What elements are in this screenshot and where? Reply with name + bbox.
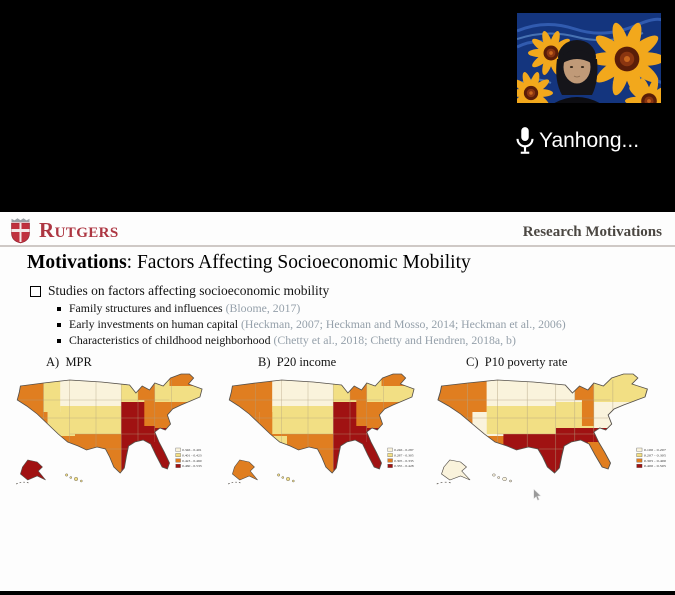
webcam-tile[interactable] [517, 13, 661, 103]
map-label: B) P20 income [258, 355, 337, 369]
svg-text:0.423 - 0.460: 0.423 - 0.460 [182, 459, 202, 463]
header-divider [0, 245, 675, 247]
map-label: C) P10 poverty rate [466, 355, 568, 369]
main-bullet-text: Studies on factors affecting socioeconom… [48, 283, 330, 298]
hollow-square-bullet-icon [30, 285, 41, 297]
sub-bullet-text: Family structures and influences [69, 301, 223, 315]
presentation-slide: Rutgers Research Motivations Motivations… [0, 212, 675, 591]
map-label: A) MPR [46, 355, 92, 369]
rutgers-shield-icon [11, 218, 30, 244]
us-choropleth-map-p20-income: 0.246 - 0.287 0.287 - 0.305 0.305 - 0.33… [228, 373, 415, 485]
alaska-shape [232, 459, 258, 481]
sub-bullet-text: Early investments on human capital [69, 317, 239, 331]
svg-text:0.460 - 0.533: 0.460 - 0.533 [182, 464, 202, 468]
svg-text:0.100 - 0.207: 0.100 - 0.207 [644, 448, 666, 452]
hawaii-shape [492, 473, 512, 483]
svg-text:0.207 - 0.305: 0.207 - 0.305 [644, 454, 666, 458]
main-bullet: Studies on factors affecting socioeconom… [30, 283, 329, 299]
slide-title-rest: : Factors Affecting Socioeconomic Mobili… [126, 252, 471, 273]
active-speaker-label: Yanhong... [512, 122, 675, 160]
svg-text:0.346 - 0.401: 0.346 - 0.401 [182, 448, 202, 452]
speaker-name: Yanhong... [539, 129, 640, 152]
alaska-shape [441, 459, 471, 481]
sub-bullet: Family structures and influences (Bloome… [57, 301, 300, 316]
map-legend: 0.246 - 0.287 0.287 - 0.305 0.305 - 0.33… [387, 447, 414, 468]
rutgers-logo: Rutgers [8, 217, 119, 244]
microphone-icon [516, 127, 534, 154]
citation: (Heckman, 2007; Heckman and Mosso, 2014;… [241, 317, 566, 331]
svg-text:0.305 - 0.400: 0.305 - 0.400 [644, 459, 666, 463]
slide-title: Motivations: Factors Affecting Socioecon… [27, 252, 471, 274]
map-legend: 0.100 - 0.207 0.207 - 0.305 0.305 - 0.40… [636, 447, 666, 468]
svg-text:0.246 - 0.287: 0.246 - 0.287 [394, 448, 414, 452]
svg-text:0.335 - 0.428: 0.335 - 0.428 [394, 464, 414, 468]
rutgers-wordmark: Rutgers [39, 218, 119, 242]
svg-text:0.305 - 0.335: 0.305 - 0.335 [394, 459, 414, 463]
slide-section-title: Research Motivations [522, 224, 662, 240]
square-bullet-icon [57, 306, 61, 311]
svg-text:0.287 - 0.305: 0.287 - 0.305 [394, 453, 414, 457]
us-choropleth-map-mpr: 0.346 - 0.401 0.401 - 0.423 0.423 - 0.46… [16, 373, 203, 485]
citation: (Bloome, 2017) [225, 301, 301, 315]
alaska-shape [20, 459, 46, 481]
citation: (Chetty et al., 2018; Chetty and Hendren… [273, 333, 516, 347]
sub-bullet: Early investments on human capital (Heck… [57, 317, 566, 332]
square-bullet-icon [57, 338, 61, 343]
hawaii-shape [65, 473, 83, 483]
slide-title-lead: Motivations [27, 252, 127, 273]
square-bullet-icon [57, 322, 61, 327]
map-figure-p10-poverty: C) P10 poverty rate [432, 355, 670, 497]
slide-header: Rutgers Research Motivations [0, 212, 675, 245]
mouse-cursor [533, 489, 542, 501]
map-figure-mpr: A) MPR [12, 355, 222, 497]
us-choropleth-map-p10-poverty: 0.100 - 0.207 0.207 - 0.305 0.305 - 0.40… [436, 373, 666, 485]
sub-bullet: Characteristics of childhood neighborhoo… [57, 333, 516, 348]
map-figure-p20-income: B) P20 income [224, 355, 434, 497]
sub-bullet-text: Characteristics of childhood neighborhoo… [69, 333, 271, 347]
svg-text:0.400 - 0.505: 0.400 - 0.505 [644, 464, 666, 468]
webcam-video [517, 13, 661, 103]
map-legend: 0.346 - 0.401 0.401 - 0.423 0.423 - 0.46… [175, 447, 202, 468]
svg-text:0.401 - 0.423: 0.401 - 0.423 [182, 453, 202, 457]
hawaii-shape [277, 473, 295, 483]
person-face [554, 40, 600, 103]
